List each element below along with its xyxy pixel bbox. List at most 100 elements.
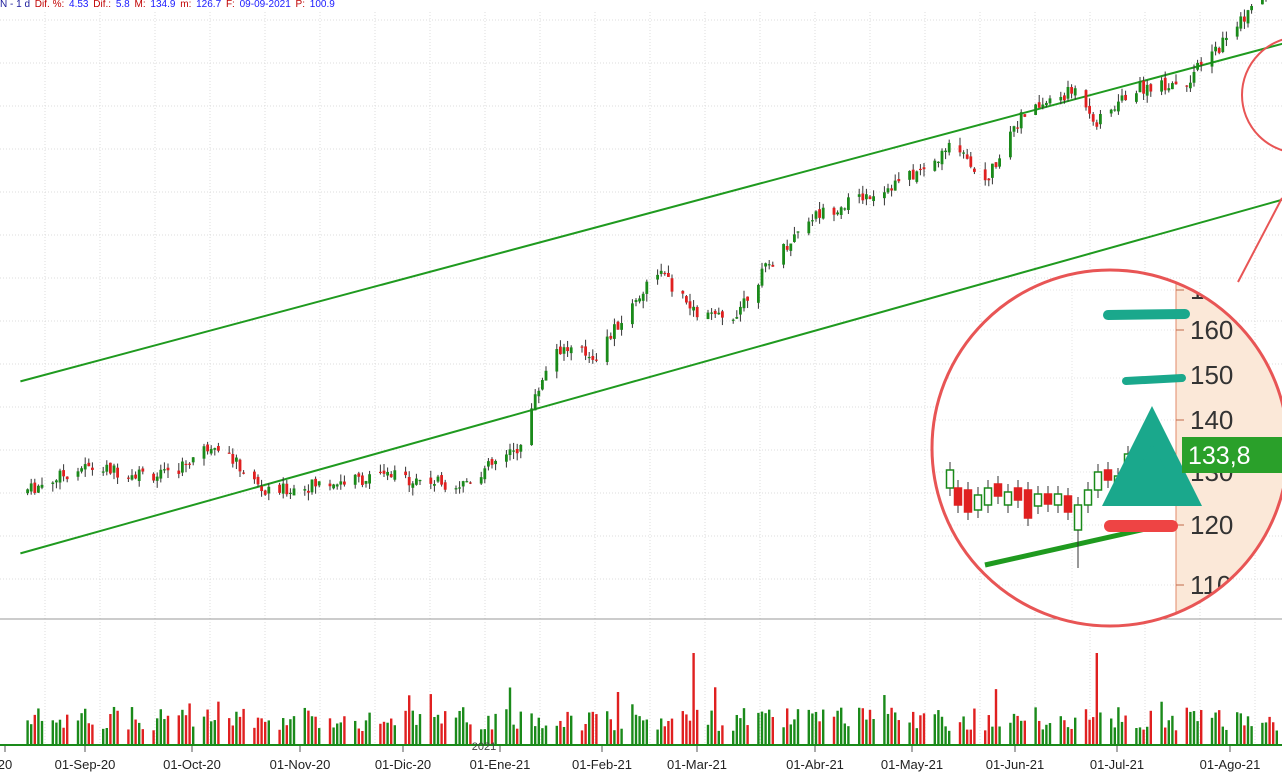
volume-bar <box>62 727 65 745</box>
candle-body <box>454 488 458 490</box>
volume-bar <box>26 720 29 745</box>
volume-bar <box>962 716 965 745</box>
candle-body <box>695 307 699 318</box>
volume-bar <box>1167 720 1170 745</box>
candle-body <box>559 346 562 355</box>
volume-bar <box>681 711 684 745</box>
candle-body <box>731 319 735 321</box>
volume-bar <box>487 715 490 745</box>
candle-body <box>620 323 623 330</box>
volume-bar <box>735 714 738 745</box>
volume-bar <box>710 710 713 745</box>
candle-body <box>112 465 116 473</box>
volume-bar <box>138 722 141 745</box>
candle-body <box>569 347 573 354</box>
candle-body <box>1145 84 1149 96</box>
volume-bar <box>1092 717 1095 745</box>
volume-bar <box>660 718 663 745</box>
volume-bar <box>210 721 213 745</box>
candle-body <box>191 457 195 463</box>
volume-bar <box>544 725 548 745</box>
volume-bar <box>1225 729 1228 745</box>
candle-body <box>130 475 134 480</box>
zoom-candle-body <box>1053 493 1063 506</box>
candle-body <box>746 296 749 301</box>
volume-bar <box>1045 724 1048 745</box>
candle-body <box>177 470 181 474</box>
volume-bar <box>606 711 609 745</box>
volume-bar <box>991 726 994 745</box>
volume-bar <box>919 715 922 745</box>
candle-body <box>847 197 850 210</box>
volume-bar <box>1084 709 1088 745</box>
candle-body <box>515 448 519 454</box>
volume-bar <box>969 729 972 745</box>
x-tick-label: 01-Jun-21 <box>986 757 1045 772</box>
chart-header: N - 1 d Dif. %: 4.53 Dif.: 5.8 M: 134.9 … <box>0 0 337 12</box>
volume-bar <box>390 718 393 745</box>
candle-body <box>911 169 915 180</box>
candle-body <box>944 150 947 153</box>
x-axis: 20 01-Sep-20 01-Oct-20 01-Nov-20 01-Dic-20 01… <box>0 741 1260 772</box>
volume-bar <box>588 712 591 745</box>
candle-body <box>479 477 483 484</box>
volume-bar <box>156 718 159 745</box>
volume-bar <box>512 724 515 745</box>
candle-body <box>796 231 800 233</box>
candle-body <box>411 483 415 488</box>
candle-body <box>605 336 609 363</box>
candle-body <box>1019 112 1023 129</box>
volume-bar <box>890 707 893 745</box>
volume-bar <box>616 692 620 745</box>
volume-bar <box>732 730 735 745</box>
volume-bar <box>1174 730 1178 745</box>
candle-body <box>861 193 865 201</box>
zoom-candle-body <box>1063 495 1073 513</box>
volume-bar <box>1275 730 1278 745</box>
candle-body <box>789 243 793 251</box>
volume-bar <box>1113 727 1116 745</box>
candle-body <box>757 284 760 303</box>
volume-bar <box>858 707 861 745</box>
candle-body <box>105 464 109 472</box>
volume-bar <box>894 712 897 745</box>
zoom-candle-body <box>1113 475 1123 487</box>
candle-body <box>595 359 598 361</box>
volume-bar <box>638 716 641 745</box>
candle-body <box>465 481 469 483</box>
zoom-candle-body <box>993 483 1003 497</box>
volume-bar <box>1160 701 1163 745</box>
candle-body <box>739 306 742 315</box>
volume-bar <box>832 716 836 745</box>
volume-bar <box>1135 728 1138 745</box>
zoom-y-tick-label: 140 <box>1190 405 1233 435</box>
candle-body <box>562 347 566 354</box>
candle-body <box>641 293 645 301</box>
volume-bar <box>357 728 360 745</box>
header-dif-pct-label: Dif. %: <box>34 0 65 10</box>
volume-bar <box>1016 715 1019 745</box>
x-tick-label: 01-Feb-21 <box>572 757 632 772</box>
volume-bar <box>141 729 144 745</box>
candle-body <box>616 321 620 330</box>
candle-body <box>1012 126 1016 132</box>
volume-bar <box>354 720 357 745</box>
candle-body <box>278 484 281 493</box>
volume-bar <box>760 711 764 745</box>
volume-bar <box>368 712 371 745</box>
volume-bar <box>462 707 465 745</box>
candle-body <box>1225 37 1228 41</box>
volume-bar <box>620 728 623 745</box>
volume-bar <box>188 703 191 745</box>
candle-body <box>1189 82 1192 89</box>
candle-body <box>91 467 94 470</box>
candle-body <box>26 489 29 494</box>
volume-bar <box>1138 727 1142 745</box>
volume-bar <box>292 716 296 745</box>
volume-bar <box>1020 720 1023 745</box>
volume-bar <box>912 711 915 745</box>
candle-body <box>721 311 724 318</box>
zoom-candle-body <box>973 494 983 511</box>
candle-body <box>771 264 775 267</box>
